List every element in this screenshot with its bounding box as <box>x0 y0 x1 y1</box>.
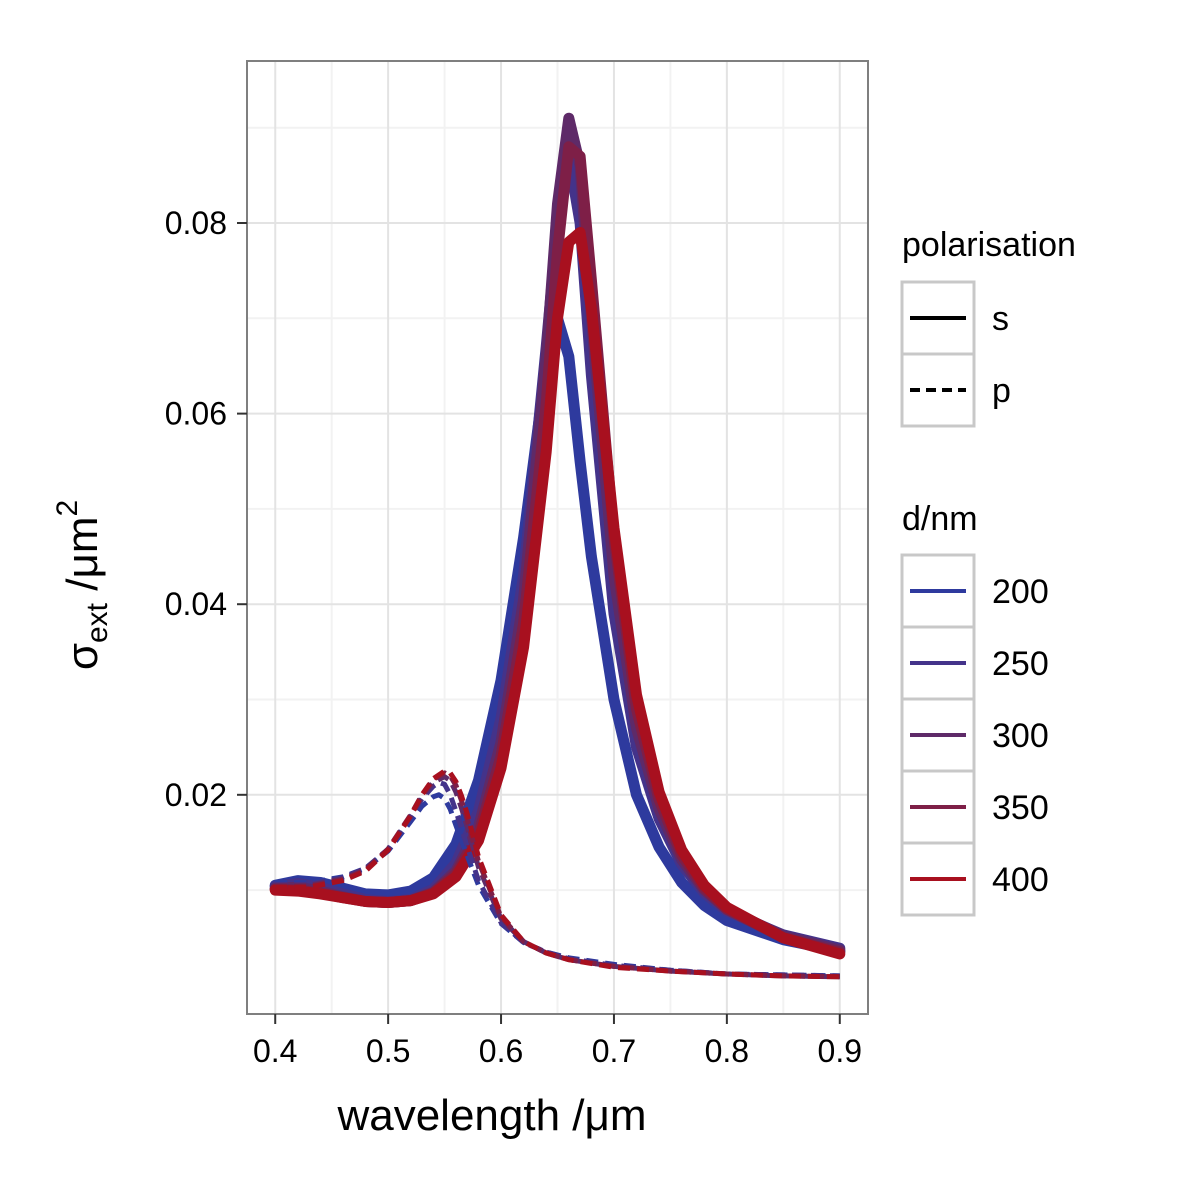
x-axis-title-main: wavelength / <box>336 1091 585 1140</box>
series-line-p-400 <box>275 768 840 980</box>
x-axis: 0.4 0.5 0.6 0.7 0.8 0.9 <box>253 1014 862 1069</box>
legend-diameter-300-label: 300 <box>992 717 1049 755</box>
y-tick-label: 0.06 <box>165 396 227 432</box>
x-axis-title-unit: μm <box>585 1091 647 1140</box>
y-axis: 0.02 0.04 0.06 0.08 <box>165 205 247 813</box>
x-tick-label: 0.7 <box>592 1033 636 1069</box>
x-axis-title: wavelength /μm <box>336 1091 646 1140</box>
y-axis-title-sup: 2 <box>51 500 84 517</box>
legend-diameter-title: d/nm <box>902 500 978 538</box>
legend-polarisation-title: polarisation <box>902 226 1076 264</box>
legend-diameter-250-label: 250 <box>992 645 1049 683</box>
series-lines <box>269 112 846 980</box>
x-tick-label: 0.8 <box>705 1033 749 1069</box>
y-tick-label: 0.08 <box>165 205 227 241</box>
x-tick-label: 0.6 <box>479 1033 523 1069</box>
y-axis-title-unit: /μm <box>58 517 107 603</box>
y-tick-label: 0.02 <box>165 777 227 813</box>
legend-polarisation: polarisation sp <box>900 226 1076 428</box>
series-line-s-400 <box>269 227 846 960</box>
legend-diameter-400-label: 400 <box>992 861 1049 899</box>
legend-diameter: d/nm 200 250 300 350 400 <box>900 500 1049 917</box>
y-axis-title-main: σ <box>58 643 107 670</box>
legend-polarisation-p-label: p <box>992 372 1011 410</box>
legend-polarisation-s-label: s <box>992 300 1009 338</box>
y-tick-label: 0.04 <box>165 586 227 622</box>
legend-diameter-350-label: 350 <box>992 789 1049 827</box>
y-axis-title-sub: ext <box>81 602 114 643</box>
x-tick-label: 0.9 <box>818 1033 862 1069</box>
x-tick-label: 0.5 <box>366 1033 410 1069</box>
y-axis-title: σext /μm2 <box>51 500 114 670</box>
plot-panel-border <box>246 60 869 1015</box>
legend-diameter-200-label: 200 <box>992 573 1049 611</box>
x-tick-label: 0.4 <box>253 1033 297 1069</box>
